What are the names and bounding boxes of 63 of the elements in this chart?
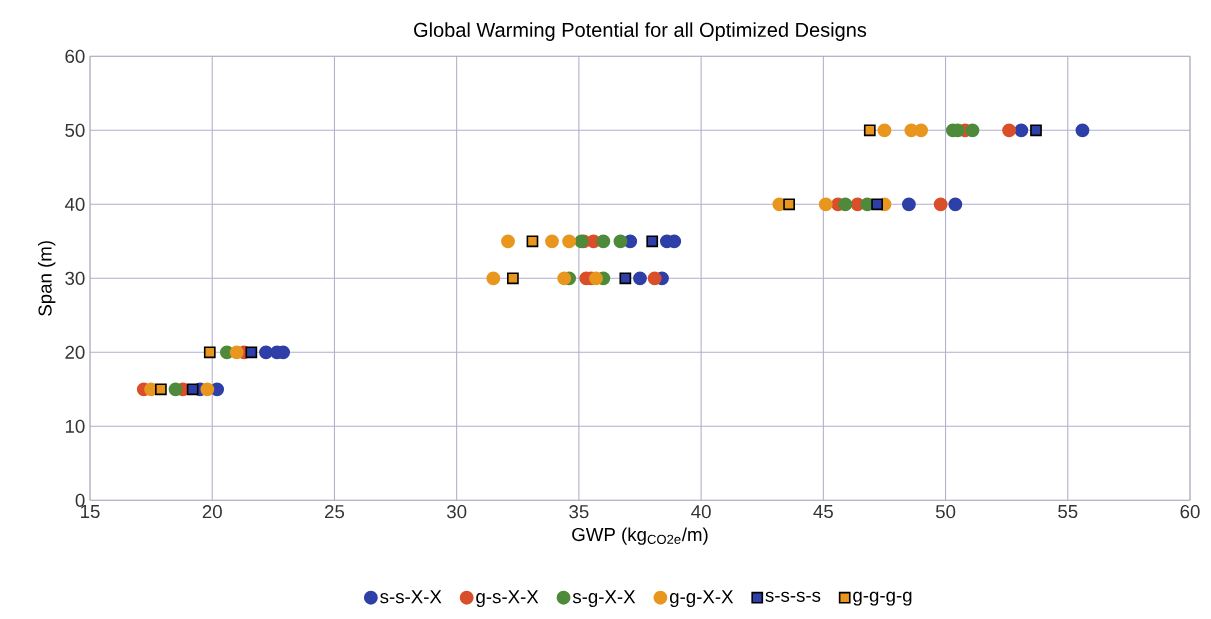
point — [168, 382, 183, 397]
point — [507, 272, 519, 285]
point — [1002, 123, 1017, 138]
point — [613, 234, 628, 249]
x-tick-label: 45 — [813, 505, 833, 519]
x-tick-label: 30 — [447, 505, 467, 519]
point — [633, 271, 647, 286]
point — [646, 235, 659, 248]
point — [647, 271, 662, 286]
x-tick-label: 15 — [81, 505, 100, 519]
x-tick-label: 60 — [1180, 505, 1200, 519]
point — [596, 234, 611, 249]
chart-title: Global Warming Potential for all Optimized Designs — [414, 22, 867, 41]
point — [783, 198, 795, 211]
x-tick-label: 35 — [569, 505, 589, 519]
point — [186, 383, 199, 396]
x-tick-label: 20 — [202, 505, 222, 519]
y-axis-title: Span (m) — [37, 241, 56, 316]
point — [948, 197, 963, 212]
point — [245, 346, 258, 359]
point — [200, 382, 215, 397]
y-tick-label: 40 — [64, 197, 85, 211]
point — [914, 123, 929, 138]
legend-label: s-s-s-s — [765, 591, 821, 602]
point — [557, 271, 572, 286]
point — [965, 123, 980, 138]
y-tick-label: 50 — [65, 123, 85, 137]
point — [259, 345, 273, 360]
x-axis-title: GWP (kg$_{CO2e}$/m) — [572, 527, 708, 545]
point — [1075, 123, 1090, 138]
point — [933, 197, 948, 212]
y-tick-label: 20 — [65, 345, 85, 359]
x-tick-label: 40 — [691, 505, 711, 519]
legend-label: g-g-X-X — [669, 590, 734, 608]
point — [562, 234, 577, 249]
point — [486, 271, 501, 286]
point — [589, 271, 603, 286]
legend-label: s-g-X-X — [572, 590, 636, 608]
point — [229, 345, 244, 360]
x-tick-label: 55 — [1058, 505, 1078, 519]
y-tick-label: 10 — [65, 419, 85, 433]
y-tick-label: 0 — [75, 493, 85, 507]
x-tick-label: 25 — [325, 505, 345, 519]
point — [526, 235, 539, 248]
legend-label: g-g-g-g — [853, 591, 912, 606]
legend-label: g-s-X-X — [476, 590, 539, 608]
x-tick-label: 50 — [935, 505, 956, 519]
point — [818, 197, 833, 212]
point — [838, 197, 853, 212]
point — [1030, 124, 1042, 137]
point — [203, 346, 216, 359]
point — [863, 124, 876, 137]
point — [501, 234, 515, 249]
point — [901, 197, 916, 212]
point — [1014, 123, 1029, 138]
point — [871, 198, 883, 211]
point — [545, 234, 559, 249]
y-tick-label: 60 — [65, 49, 85, 63]
y-tick-label: 30 — [65, 271, 85, 285]
point — [877, 123, 892, 138]
point — [619, 272, 632, 285]
point — [155, 383, 167, 396]
legend-label: s-s-X-X — [380, 590, 442, 604]
